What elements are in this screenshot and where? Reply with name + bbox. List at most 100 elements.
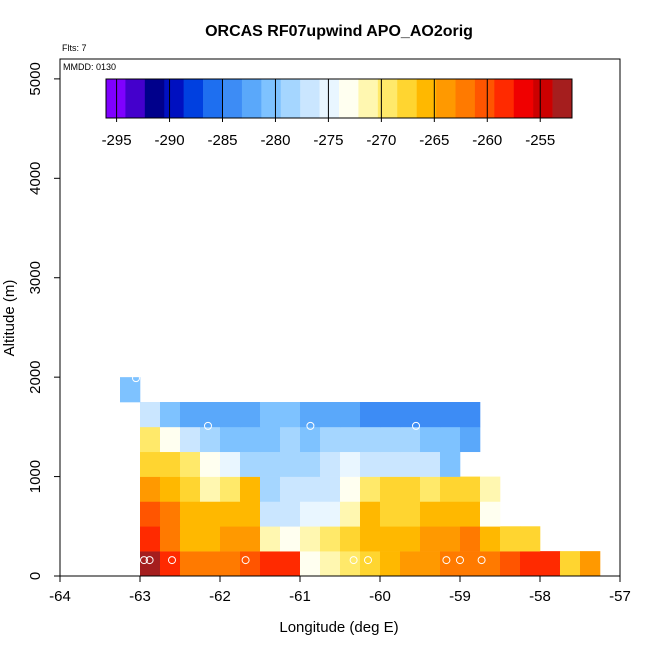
heatmap-cell xyxy=(460,526,481,552)
heatmap-cell xyxy=(260,451,281,477)
heatmap-cell xyxy=(400,501,421,527)
heatmap-cell xyxy=(220,451,241,477)
heatmap-cell xyxy=(520,551,541,577)
heatmap-cell xyxy=(300,402,321,428)
heatmap-cell xyxy=(460,551,481,577)
heatmap-cell xyxy=(200,402,221,428)
colorbar: -295 -290 -285 -280 -275 -270 -265 -260 -255 xyxy=(102,78,573,149)
heatmap-cell xyxy=(360,501,381,527)
sample-marker xyxy=(442,556,451,565)
sample-marker xyxy=(412,421,420,430)
colorbar-swatch xyxy=(164,79,184,118)
heatmap-cell xyxy=(140,501,161,527)
heatmap-cell xyxy=(320,551,341,577)
colorbar-tick-label: -290 xyxy=(155,132,185,149)
heatmap-cell xyxy=(160,426,181,453)
heatmap-cell xyxy=(440,402,461,428)
heatmap-cell xyxy=(360,526,381,552)
heatmap-cell xyxy=(320,501,341,527)
colorbar-swatch xyxy=(513,79,534,118)
heatmap-cell xyxy=(280,451,301,477)
heatmap-cell xyxy=(580,551,601,577)
sample-marker xyxy=(132,374,140,383)
heatmap-cell xyxy=(160,551,181,577)
heatmap-cell xyxy=(460,501,481,527)
heatmap-cell xyxy=(380,426,401,453)
heatmap-cell xyxy=(320,476,341,502)
heatmap-cell xyxy=(480,551,501,577)
heatmap-cell xyxy=(300,426,321,453)
heatmap-cell xyxy=(160,451,181,477)
heatmap-cell xyxy=(340,526,361,552)
y-tick-label: 0 xyxy=(27,572,44,580)
heatmap-cell xyxy=(340,402,361,428)
heatmap-cell xyxy=(300,551,321,577)
colorbar-swatch xyxy=(183,79,204,118)
x-tick-label: -59 xyxy=(449,588,471,605)
y-axis-title: Altitude (m) xyxy=(1,280,18,357)
colorbar-swatch xyxy=(319,79,340,118)
heatmap-cells xyxy=(120,377,601,577)
date-label: MMDD: 0130 xyxy=(63,62,116,72)
sample-marker xyxy=(241,556,250,565)
heatmap-cell xyxy=(360,451,381,477)
heatmap-cell xyxy=(440,476,461,502)
colorbar-swatch xyxy=(144,79,165,118)
heatmap-cell xyxy=(320,402,341,428)
colorbar-tick-label: -260 xyxy=(472,132,502,149)
heatmap-cell xyxy=(180,551,201,577)
colorbar-swatch xyxy=(300,79,320,118)
heatmap-cell xyxy=(260,402,281,428)
heatmap-cell xyxy=(160,402,181,428)
x-tick-label: -60 xyxy=(369,588,391,605)
heatmap-cell xyxy=(280,402,301,428)
colorbar-frame xyxy=(105,78,573,119)
colorbar-swatch xyxy=(358,79,379,118)
heatmap-cell xyxy=(340,501,361,527)
heatmap-cell xyxy=(380,526,401,552)
heatmap-cell xyxy=(400,551,421,577)
colorbar-swatch xyxy=(377,79,398,118)
heatmap-cell xyxy=(280,426,301,453)
heatmap-cell xyxy=(460,402,481,428)
heatmap-cell xyxy=(200,526,221,552)
heatmap-cell xyxy=(280,501,301,527)
heatmap-cell xyxy=(260,501,281,527)
heatmap-cell xyxy=(400,476,421,502)
x-axis-title: Longitude (deg E) xyxy=(279,619,398,636)
heatmap-cell xyxy=(420,402,441,428)
x-tick-label: -57 xyxy=(609,588,631,605)
colorbar-swatch xyxy=(533,79,553,118)
heatmap-cell xyxy=(260,551,281,577)
heatmap-cell xyxy=(360,476,381,502)
heatmap-cell xyxy=(440,551,461,577)
heatmap-cell xyxy=(380,451,401,477)
heatmap-cell xyxy=(400,451,421,477)
sample-marker xyxy=(168,556,176,565)
sample-marker xyxy=(477,556,486,565)
heatmap-cell xyxy=(380,551,401,577)
heatmap-cell xyxy=(480,526,501,552)
heatmap-cell xyxy=(440,426,461,453)
heatmap-cell xyxy=(300,451,321,477)
colorbar-swatch xyxy=(552,79,573,118)
heatmap-cell xyxy=(480,476,501,502)
heatmap-cell xyxy=(460,476,481,502)
colorbar-tick-label: -285 xyxy=(207,132,237,149)
heatmap-cell xyxy=(240,402,261,428)
y-axis: 0 1000 2000 3000 4000 5000 xyxy=(27,62,61,580)
heatmap-cell xyxy=(480,501,501,527)
heatmap-cell xyxy=(440,451,461,477)
heatmap-cell xyxy=(140,451,161,477)
heatmap-cell xyxy=(220,551,241,577)
heatmap-cell xyxy=(260,526,281,552)
flights-label: Flts: 7 xyxy=(62,43,87,53)
heatmap-cell xyxy=(160,526,181,552)
heatmap-cell xyxy=(520,526,541,552)
heatmap-cell xyxy=(140,426,161,453)
colorbar-tick-label: -255 xyxy=(525,132,555,149)
heatmap-cell xyxy=(240,476,261,502)
heatmap-cell xyxy=(440,501,461,527)
colorbar-tick-label: -295 xyxy=(102,132,132,149)
heatmap-cell xyxy=(180,426,201,453)
